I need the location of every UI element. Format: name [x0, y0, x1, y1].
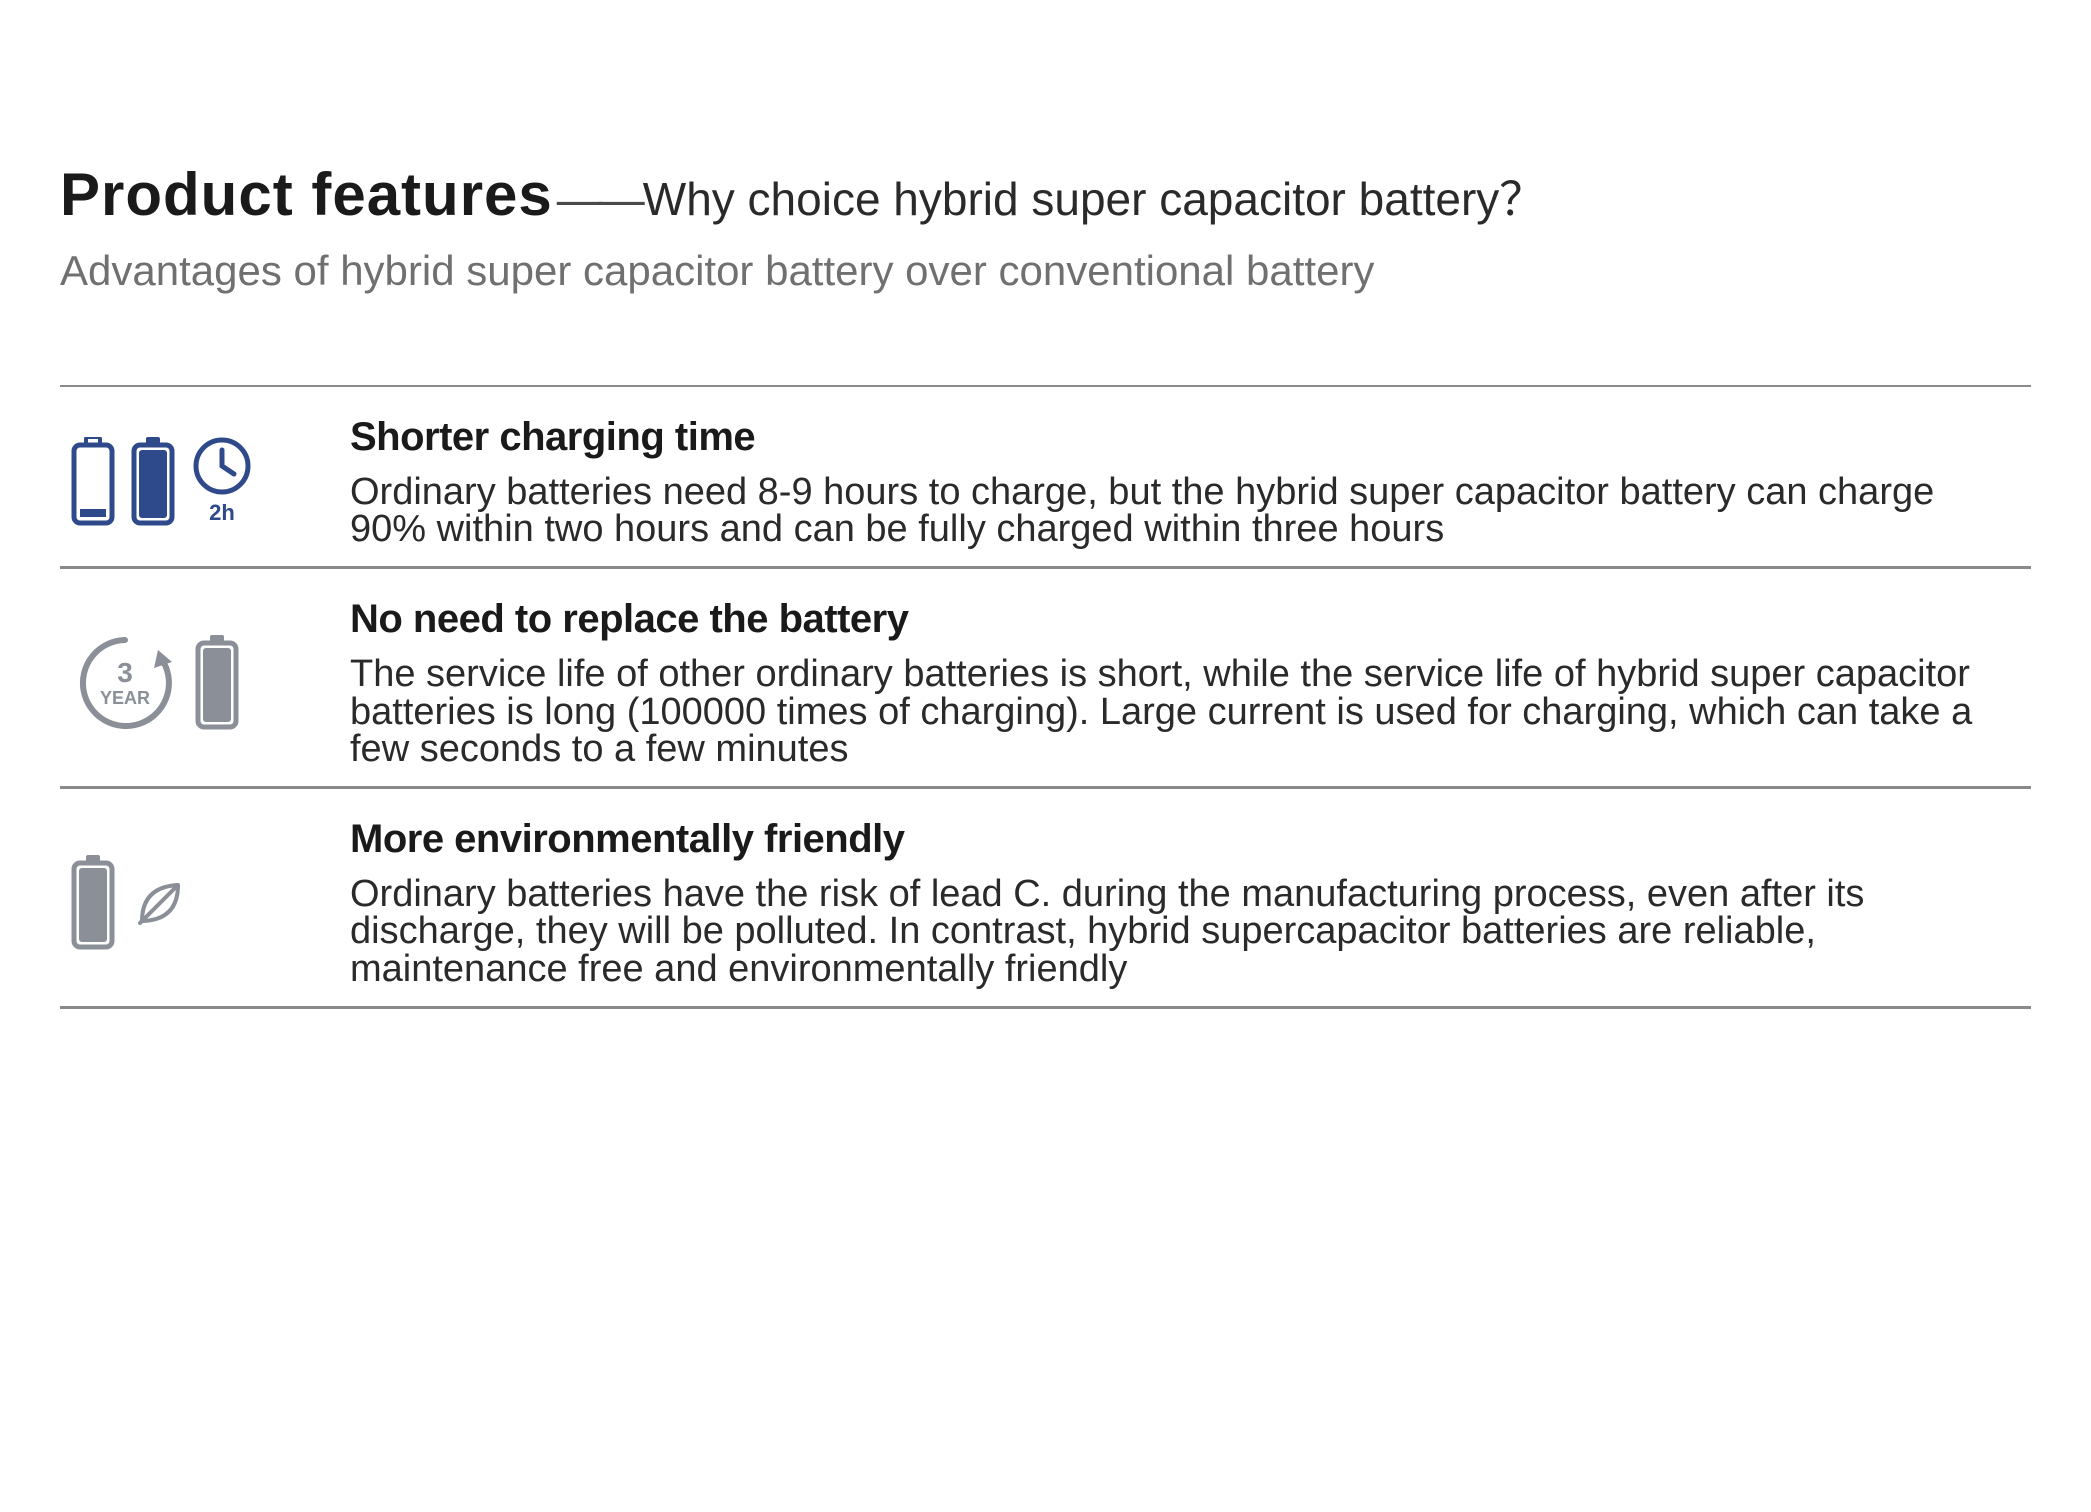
feature-text: No need to replace the battery The servi… [350, 597, 2031, 768]
title-subheading: Why choice hybrid super capacitor batter… [643, 163, 1546, 229]
clock-label: 2h [209, 500, 235, 525]
feature-body: Ordinary batteries have the risk of lead… [350, 876, 1991, 988]
battery-empty-icon [70, 437, 116, 527]
clock-2h-icon: 2h [190, 432, 254, 532]
feature-title: Shorter charging time [350, 415, 1991, 460]
feature-icons-eco [60, 855, 320, 951]
feature-title: No need to replace the battery [350, 597, 1991, 642]
battery-full-icon [130, 437, 176, 527]
feature-text: Shorter charging time Ordinary batteries… [350, 415, 2031, 548]
feature-text: More environmentally friendly Ordinary b… [350, 817, 2031, 988]
feature-title: More environmentally friendly [350, 817, 1991, 862]
title-bold: Product features [60, 160, 553, 229]
feature-body: Ordinary batteries need 8-9 hours to cha… [350, 474, 1991, 548]
feature-icons-charging: 2h [60, 432, 320, 532]
leaf-icon [130, 873, 190, 933]
cycle-unit: YEAR [100, 688, 150, 708]
header-block: Product features —— Why choice hybrid su… [60, 160, 2031, 295]
cycle-number: 3 [117, 657, 133, 688]
cycle-3year-icon: 3 YEAR [70, 628, 180, 738]
feature-body: The service life of other ordinary batte… [350, 656, 1991, 768]
feature-row: 3 YEAR No need to replace the battery Th… [60, 569, 2031, 789]
feature-row: 2h Shorter charging time Ordinary batter… [60, 387, 2031, 569]
feature-icons-lifespan: 3 YEAR [60, 628, 320, 738]
page: Product features —— Why choice hybrid su… [0, 0, 2091, 1069]
title-line: Product features —— Why choice hybrid su… [60, 160, 2031, 229]
feature-row: More environmentally friendly Ordinary b… [60, 789, 2031, 1009]
title-dash: —— [557, 172, 641, 226]
battery-gray-icon [70, 855, 116, 951]
subtitle: Advantages of hybrid super capacitor bat… [60, 247, 2031, 295]
battery-gray-icon [194, 635, 240, 731]
